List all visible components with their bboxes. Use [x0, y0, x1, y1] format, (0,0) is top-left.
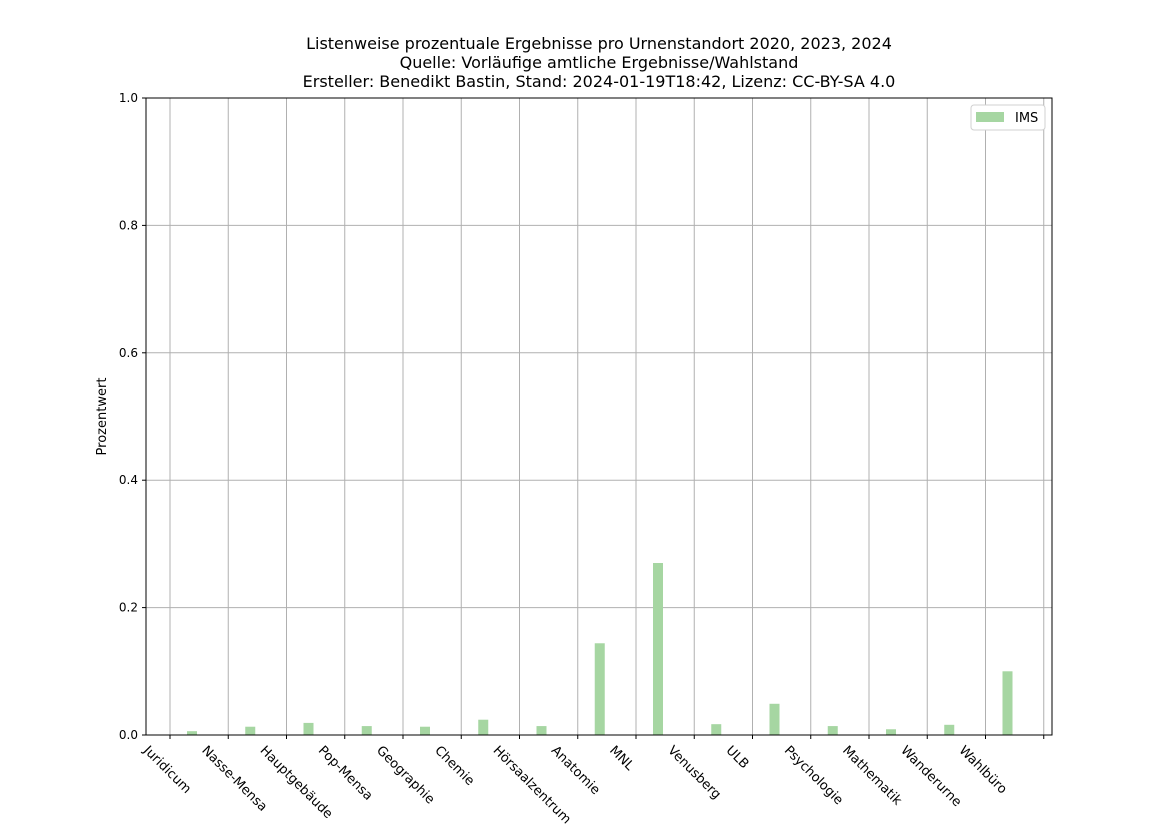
bar-ims [827, 726, 838, 735]
x-tick-label: Wanderurne [897, 743, 964, 810]
x-tick-label: MNL [606, 743, 637, 774]
x-tick-label: Anatomie [548, 743, 603, 798]
bar-ims [536, 726, 547, 735]
chart-title-line: Listenweise prozentuale Ergebnisse pro U… [306, 34, 892, 53]
y-tick-label: 0.6 [119, 346, 138, 360]
y-tick-label: 0.2 [119, 601, 138, 615]
plot-frame [145, 97, 1053, 736]
y-axis-label: Prozentwert [95, 378, 110, 456]
x-tick-label: ULB [723, 743, 752, 772]
x-tick-label: Chemie [431, 743, 477, 789]
chart-title-line: Ersteller: Benedikt Bastin, Stand: 2024-… [303, 72, 896, 91]
y-tick-label: 0.4 [119, 473, 138, 487]
bar-ims [478, 719, 489, 735]
bar-ims [303, 722, 314, 735]
y-tick-label: 0.0 [119, 728, 138, 742]
x-tick-label: Mathematik [839, 743, 905, 809]
bar-ims [886, 729, 896, 735]
legend-swatch [976, 112, 1004, 122]
chart-title-line: Quelle: Vorläufige amtliche Ergebnisse/W… [400, 53, 799, 72]
bar-ims [420, 726, 430, 735]
bar-ims [361, 726, 372, 735]
x-tick-label: Psychologie [781, 743, 846, 808]
bar-ims [944, 724, 955, 735]
x-tick-label: Wahlbüro [956, 743, 1010, 797]
legend-label: IMS [1015, 111, 1038, 126]
bar-ims [245, 726, 256, 735]
x-tick-label: Pop-Mensa [315, 743, 375, 803]
bar-ims [1002, 671, 1013, 735]
x-tick-label: Venusberg [664, 743, 723, 802]
bar-ims [187, 731, 197, 735]
bar-ims [711, 724, 722, 735]
x-tick-label: Juridicum [139, 743, 193, 797]
bar-ims [769, 703, 780, 735]
y-tick-label: 0.8 [119, 218, 138, 232]
legend-box [970, 104, 1046, 131]
x-tick-label: Geographie [373, 743, 437, 807]
bar-ims [653, 563, 663, 735]
y-tick-label: 1.0 [119, 91, 138, 105]
bar-ims [594, 643, 605, 735]
